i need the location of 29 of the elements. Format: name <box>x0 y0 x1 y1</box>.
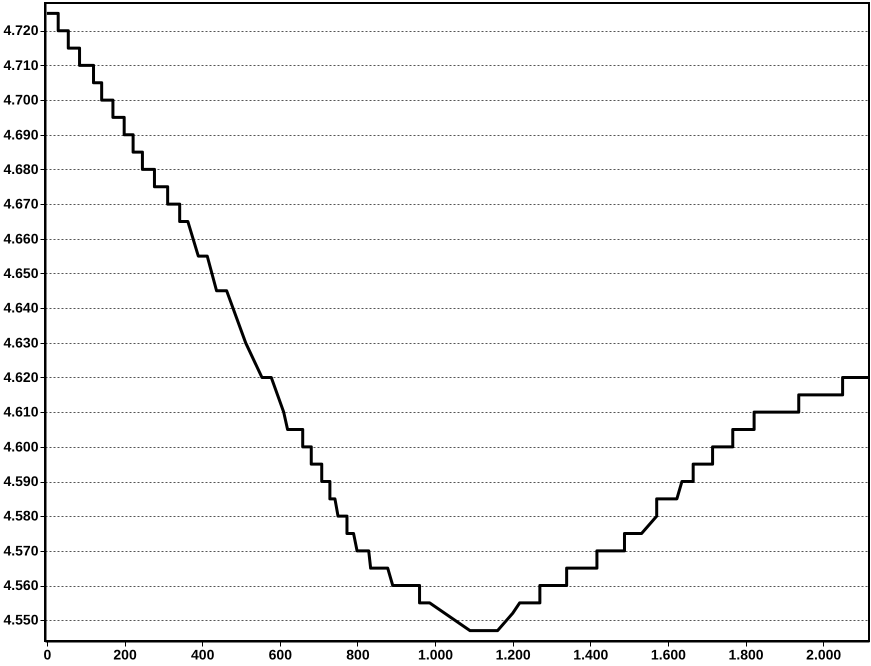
y-tick-label: 4.690 <box>3 126 39 142</box>
x-tick-label: 0 <box>44 646 52 662</box>
y-tick-label: 4.580 <box>3 508 39 524</box>
y-tick-label: 4.570 <box>3 542 39 558</box>
y-tick-label: 4.680 <box>3 160 39 177</box>
y-tick-label: 4.670 <box>3 196 39 212</box>
y-tick-label: 4.720 <box>3 22 39 38</box>
y-tick-label: 4.590 <box>3 473 39 489</box>
y-tick-label: 4.710 <box>3 56 39 73</box>
x-tick-label: 2.000 <box>806 646 842 662</box>
y-tick-label: 4.610 <box>3 404 39 420</box>
y-tick-label: 4.630 <box>3 334 39 350</box>
x-tick-label: 400 <box>191 646 215 662</box>
y-tick-label: 4.560 <box>3 577 39 594</box>
y-tick-label: 4.550 <box>3 612 39 628</box>
y-tick-label: 4.600 <box>3 438 39 454</box>
x-tick-label: 1.800 <box>728 646 764 662</box>
x-tick-label: 1.200 <box>496 646 531 662</box>
y-tick-label: 4.640 <box>3 300 39 316</box>
x-tick-label: 800 <box>346 646 370 662</box>
x-tick-label: 1.400 <box>573 646 609 662</box>
x-tick-label: 1.600 <box>650 646 686 662</box>
y-tick-label: 4.650 <box>3 264 39 281</box>
y-tick-label: 4.620 <box>3 368 39 385</box>
y-tick-label: 4.700 <box>3 92 39 108</box>
x-tick-label: 600 <box>268 646 292 662</box>
x-tick-label: 1.000 <box>418 646 454 662</box>
y-tick-label: 4.660 <box>3 230 39 246</box>
x-tick-label: 200 <box>113 646 137 662</box>
